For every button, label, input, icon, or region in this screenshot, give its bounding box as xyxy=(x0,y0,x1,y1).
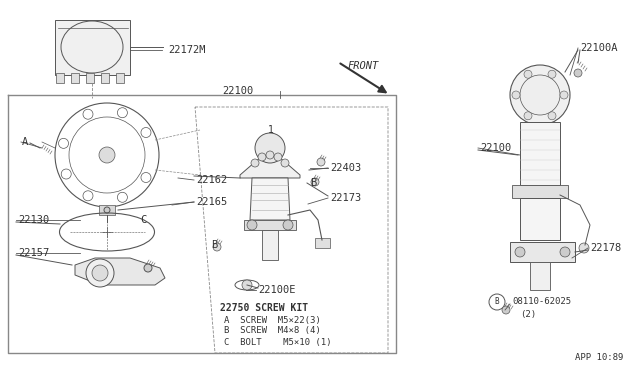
Circle shape xyxy=(99,147,115,163)
Circle shape xyxy=(548,70,556,78)
Circle shape xyxy=(251,159,259,167)
Circle shape xyxy=(524,112,532,120)
Text: 22403: 22403 xyxy=(330,163,361,173)
Circle shape xyxy=(255,133,285,163)
Polygon shape xyxy=(530,262,550,290)
Polygon shape xyxy=(116,73,124,83)
Polygon shape xyxy=(71,73,79,83)
Text: C: C xyxy=(140,215,147,225)
Text: 22100: 22100 xyxy=(480,143,511,153)
Circle shape xyxy=(104,207,110,213)
Circle shape xyxy=(247,220,257,230)
Polygon shape xyxy=(262,230,278,260)
Text: B: B xyxy=(211,240,217,250)
Text: 22100A: 22100A xyxy=(580,43,618,53)
Text: A  SCREW  M5×22(3): A SCREW M5×22(3) xyxy=(224,315,321,324)
Polygon shape xyxy=(250,178,290,220)
Polygon shape xyxy=(520,122,560,185)
Circle shape xyxy=(548,112,556,120)
Circle shape xyxy=(283,220,293,230)
Text: 08110-62025: 08110-62025 xyxy=(512,298,571,307)
Circle shape xyxy=(560,247,570,257)
Text: B  SCREW  M4×8 (4): B SCREW M4×8 (4) xyxy=(224,327,321,336)
Polygon shape xyxy=(101,73,109,83)
Polygon shape xyxy=(75,258,165,285)
Polygon shape xyxy=(56,73,64,83)
Circle shape xyxy=(515,247,525,257)
Text: 22130: 22130 xyxy=(18,215,49,225)
Circle shape xyxy=(317,158,325,166)
Circle shape xyxy=(144,264,152,272)
Text: 1: 1 xyxy=(268,125,274,135)
Text: APP 10:89: APP 10:89 xyxy=(575,353,623,362)
Polygon shape xyxy=(99,205,115,215)
Text: (2): (2) xyxy=(520,310,536,318)
Circle shape xyxy=(258,153,266,161)
Circle shape xyxy=(510,65,570,125)
Text: 22157: 22157 xyxy=(18,248,49,258)
Circle shape xyxy=(524,70,532,78)
Circle shape xyxy=(520,75,560,115)
Circle shape xyxy=(560,91,568,99)
Text: C  BOLT    M5×10 (1): C BOLT M5×10 (1) xyxy=(224,337,332,346)
Text: B: B xyxy=(310,178,316,188)
Polygon shape xyxy=(55,20,130,75)
Circle shape xyxy=(86,259,114,287)
Polygon shape xyxy=(244,220,296,230)
Text: 22165: 22165 xyxy=(196,197,227,207)
Circle shape xyxy=(311,178,319,186)
Polygon shape xyxy=(510,242,575,262)
Polygon shape xyxy=(86,73,94,83)
Polygon shape xyxy=(520,198,560,240)
Polygon shape xyxy=(512,185,568,198)
Circle shape xyxy=(512,91,520,99)
Text: FRONT: FRONT xyxy=(348,61,380,71)
Circle shape xyxy=(92,265,108,281)
Text: 22750 SCREW KIT: 22750 SCREW KIT xyxy=(220,303,308,313)
Text: B: B xyxy=(495,298,499,307)
Polygon shape xyxy=(240,153,300,178)
Circle shape xyxy=(213,243,221,251)
Circle shape xyxy=(242,280,252,290)
Circle shape xyxy=(281,159,289,167)
Circle shape xyxy=(502,306,510,314)
Polygon shape xyxy=(315,238,330,248)
Text: 22100: 22100 xyxy=(222,86,253,96)
Circle shape xyxy=(579,243,589,253)
Text: 22100E: 22100E xyxy=(258,285,296,295)
Text: A: A xyxy=(22,137,28,147)
Text: 22178: 22178 xyxy=(590,243,621,253)
Text: 22173: 22173 xyxy=(330,193,361,203)
Circle shape xyxy=(266,151,274,159)
Text: 22172M: 22172M xyxy=(168,45,205,55)
Text: 22162: 22162 xyxy=(196,175,227,185)
Circle shape xyxy=(574,69,582,77)
Circle shape xyxy=(274,153,282,161)
